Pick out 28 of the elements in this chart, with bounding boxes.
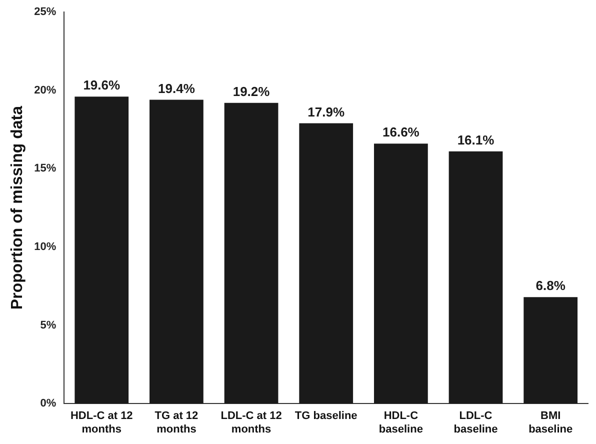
x-tick-label: HDL-C baseline: [378, 410, 423, 436]
data-label: 19.4%: [158, 80, 196, 96]
bar: [74, 96, 129, 404]
data-label: 17.9%: [308, 104, 345, 120]
x-tick-label: HDL-C at 12 months: [70, 410, 133, 436]
data-label: 6.8%: [536, 278, 566, 294]
data-label: 19.2%: [232, 84, 270, 99]
y-tick-label: 20%: [34, 84, 56, 96]
x-tick-label: LDL-C baseline: [454, 410, 498, 436]
x-tick-label: BMI baseline: [528, 410, 573, 436]
y-tick-label: 15%: [34, 162, 56, 175]
bar: [524, 297, 578, 404]
bar: [448, 151, 503, 404]
y-tick-label: 10%: [34, 240, 56, 253]
data-label: 16.1%: [457, 132, 495, 148]
x-tick-label: TG at 12 months: [154, 410, 198, 436]
x-tick-label: TG baseline: [294, 410, 358, 422]
data-label: 16.6%: [382, 124, 420, 140]
bar: [299, 123, 354, 404]
y-tick-label: 5%: [40, 319, 56, 332]
data-label: 19.6%: [83, 78, 120, 93]
bar: [224, 102, 278, 404]
y-tick-label: 0%: [40, 398, 56, 410]
bar: [374, 144, 428, 404]
bar: [150, 100, 204, 404]
y-axis-title: Proportion of missing data: [9, 106, 26, 310]
x-tick-label: LDL-C at 12 months: [220, 410, 282, 436]
y-tick-label: 25%: [34, 6, 56, 18]
